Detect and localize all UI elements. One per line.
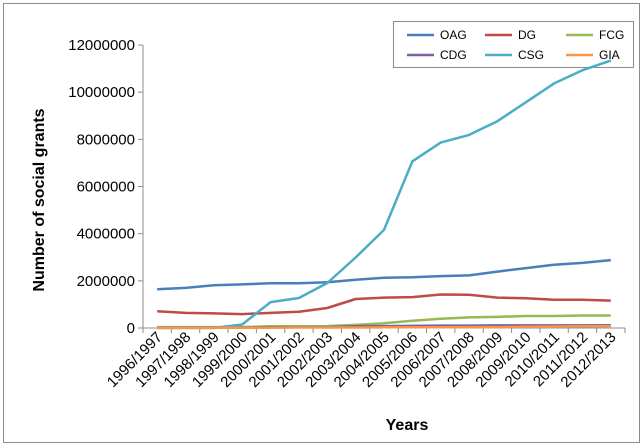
y-tick-label: 6000000 [77,179,135,196]
series-line-dg [157,293,611,316]
legend-label-oag: OAG [440,28,467,42]
legend-label-fcg: FCG [599,28,624,42]
y-tick-label: 2000000 [77,273,135,290]
x-axis-title: Years [386,417,429,434]
y-tick-label: 0 [127,320,135,337]
y-axis-title: Number of social grants [31,108,48,291]
series-line-oag [157,258,611,291]
legend-box [393,21,634,68]
chart-frame [3,3,640,443]
legend-label-gia: GIA [599,48,620,62]
y-tick-label: 4000000 [77,226,135,243]
y-tick-label: 10000000 [68,84,135,101]
y-tick-label: 12000000 [68,37,135,54]
legend-label-csg: CSG [518,48,544,62]
legend: OAG DG FCG CDG CSG GIA [393,21,634,68]
series-line-csg [157,59,612,330]
y-tick-label: 8000000 [77,131,135,148]
plot-area [157,59,612,330]
legend-label-dg: DG [518,28,536,42]
series-line-gia [157,324,611,330]
legend-label-cdg: CDG [440,48,467,62]
